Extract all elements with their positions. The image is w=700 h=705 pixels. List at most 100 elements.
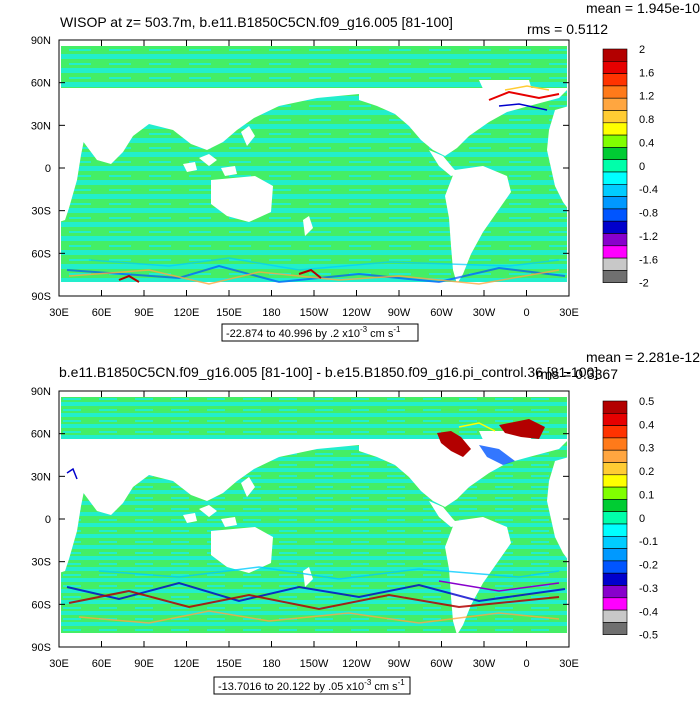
y-axis-ticks: 90N 60N 30N 0 30S 60S 90S [31,386,569,654]
colorbar-label: 0.5 [639,396,654,408]
x-tick-label: 90W [388,658,411,670]
y-tick-label: 30S [31,557,51,569]
colorbar-swatch [602,425,628,439]
range-suffix: cm s [367,328,394,340]
colorbar-label: -0.8 [639,208,658,220]
colorbar-label: -0.5 [639,630,658,642]
y-tick-label: 30N [31,120,51,132]
colorbar-label: 0 [639,513,645,525]
x-tick-label: 180 [262,307,280,319]
colorbar-swatch [602,535,628,549]
panel-2-rms: rms = 0.3367 [536,366,618,382]
colorbar-swatch [602,122,628,136]
range-exp: -3 [364,678,372,687]
y-tick-label: 0 [45,163,51,175]
colorbar-label: 2 [639,44,645,56]
colorbar-label: -0.1 [639,536,658,548]
colorbar-swatch [602,134,628,148]
colorbar-label: -0.4 [639,184,658,196]
range-prefix: -13.7016 to 20.122 by .05 x10 [218,681,364,693]
x-tick-label: 60W [430,307,453,319]
colorbar-swatch [602,449,628,463]
panel-1-colorbar: 2 1.6 1.2 0.8 0.4 0 -0.4 -0.8 -1.2 -1.6 -2 [602,44,658,290]
range-unit-exp: -1 [398,678,406,687]
svg-text:-13.7016 to 20.122 by .05 x10-: -13.7016 to 20.122 by .05 x10-3 cm s-1 [218,678,405,693]
colorbar-swatch [602,60,628,74]
colorbar-swatch [602,270,628,283]
x-axis-ticks: 30E 60E 90E 120E 150E 180 150W 120W 90W 60W 30W 0 30… [49,40,579,319]
x-tick-label: 30E [49,307,69,319]
x-tick-label: 150E [216,307,242,319]
colorbar-label: 1.6 [639,67,654,79]
colorbar-swatch [602,511,628,525]
x-tick-label: 0 [523,307,529,319]
panel-2-mean: mean = 2.281e-12 [586,349,700,365]
colorbar-swatch [602,97,628,111]
panel-1-mean: mean = 1.945e-10 [586,0,700,16]
y-tick-label: 30S [31,206,51,218]
x-tick-label: 120W [342,658,371,670]
panel-1: 30E 60E 90E 120E 150E 180 150W 120W 90W 60W 30W 0 30… [31,35,579,319]
x-tick-label: 30E [559,307,579,319]
y-tick-label: 30N [31,471,51,483]
colorbar-swatch [602,245,628,259]
colorbar-label: 0.4 [639,137,654,149]
colorbar-swatch [602,159,628,173]
y-tick-label: 60N [31,78,51,90]
colorbar-swatch [602,548,628,562]
colorbar-swatch [602,585,628,599]
x-tick-label: 30E [559,658,579,670]
colorbar-label: 0 [639,161,645,173]
colorbar-label: -1.6 [639,254,658,266]
colorbar-label: 0.8 [639,114,654,126]
x-tick-label: 30W [473,307,496,319]
colorbar-label: 0.1 [639,489,654,501]
range-exp: -3 [360,325,368,334]
range-prefix: -22.874 to 40.996 by .2 x10 [226,328,360,340]
x-tick-label: 180 [262,658,280,670]
x-tick-label: 150E [216,658,242,670]
colorbar-swatch [602,110,628,124]
colorbar-label: -0.2 [639,560,658,572]
colorbar-label: -2 [639,278,649,290]
x-tick-label: 90E [134,307,154,319]
x-tick-label: 150W [300,658,329,670]
colorbar-label: 1.2 [639,91,654,103]
y-tick-label: 60S [31,599,51,611]
y-axis-ticks: 90N 60N 30N 0 30S 60S 90S [31,35,569,303]
colorbar-swatch [602,462,628,476]
range-unit-exp: -1 [393,325,401,334]
panel-1-range-note: -22.874 to 40.996 by .2 x10-3 cm s-1 [221,323,419,342]
colorbar-swatch [602,597,628,611]
x-tick-label: 120E [174,307,200,319]
colorbar-swatch [602,474,628,488]
x-tick-label: 150W [300,307,329,319]
x-tick-label: 30W [473,658,496,670]
colorbar-swatch [602,73,628,87]
colorbar-label: -0.4 [639,606,658,618]
range-suffix: cm s [371,681,398,693]
colorbar-swatch [602,622,628,636]
colorbar-label: 0.3 [639,443,654,455]
colorbar-swatch [602,147,628,160]
colorbar-swatch [602,48,628,62]
colorbar-swatch [602,486,628,500]
colorbar-swatch [602,233,628,247]
y-tick-label: 90S [31,291,51,303]
x-tick-label: 60E [92,658,112,670]
colorbar-swatch [602,412,628,426]
x-tick-label: 90W [388,307,411,319]
x-tick-label: 0 [523,658,529,670]
x-tick-label: 120W [342,307,371,319]
x-tick-label: 60E [92,307,112,319]
x-tick-label: 30E [49,658,69,670]
colorbar-label: 0.4 [639,419,654,431]
y-tick-label: 90N [31,386,51,398]
panel-2: 30E 60E 90E 120E 150E 180 150W 120W 90W 60W 30W 0 30… [31,386,579,670]
colorbar-swatch [602,184,628,197]
x-tick-label: 90E [134,658,154,670]
x-tick-label: 120E [174,658,200,670]
panel-2-range-note: -13.7016 to 20.122 by .05 x10-3 cm s-1 [213,676,411,695]
colorbar-swatch [602,85,628,99]
colorbar-swatch [602,560,628,574]
